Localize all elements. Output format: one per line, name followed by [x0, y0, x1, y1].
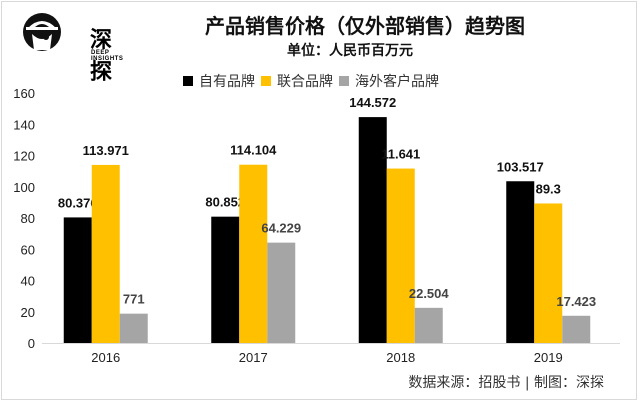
data-label: 113.971	[83, 143, 129, 158]
legend-swatch-co-brand	[261, 76, 271, 86]
data-label: 17.423	[556, 294, 596, 309]
legend-label-overseas-brand: 海外客户品牌	[355, 74, 439, 90]
y-tick-label: 80	[21, 211, 35, 226]
bar-自有品牌-2018	[358, 117, 387, 343]
data-label: 114.104	[230, 143, 277, 158]
y-tick-label: 100	[13, 180, 35, 195]
data-label: 144.572	[349, 95, 396, 110]
bar-自有品牌-2017	[211, 216, 240, 343]
bar-海外客户品牌-2019	[562, 315, 591, 343]
bar-联合品牌-2018	[386, 168, 415, 343]
legend-item-overseas-brand: 海外客户品牌	[339, 71, 439, 91]
y-tick-label: 140	[13, 117, 35, 132]
bar-联合品牌-2016	[91, 164, 120, 343]
legend-label-co-brand: 联合品牌	[277, 74, 333, 90]
legend-swatch-overseas-brand	[339, 76, 349, 86]
data-label: 80.376	[58, 195, 98, 210]
y-tick-label: 40	[21, 274, 35, 289]
data-label: 771	[123, 292, 145, 307]
bar-海外客户品牌-2017	[267, 242, 296, 343]
y-tick-label: 160	[13, 86, 35, 101]
x-tick-label: 2018	[386, 350, 415, 365]
bar-自有品牌-2016	[63, 217, 92, 343]
legend: 自有品牌 联合品牌 海外客户品牌	[183, 71, 445, 91]
bar-海外客户品牌-2016	[119, 313, 148, 343]
chart-subtitle: 单位：人民币百万元	[287, 43, 413, 59]
data-label: 11.641	[381, 147, 420, 162]
logo: 深探 DEEP INSIGHTS	[20, 10, 130, 85]
data-label: 64.229	[261, 221, 301, 236]
data-label: 22.504	[409, 286, 450, 301]
data-label: 80.852	[205, 195, 245, 210]
y-tick-label: 20	[21, 305, 35, 320]
legend-item-own-brand: 自有品牌	[183, 71, 255, 91]
x-tick-label: 2019	[534, 350, 563, 365]
data-source-note: 数据来源：招股书 | 制图：深探	[408, 375, 604, 391]
bar-联合品牌-2019	[534, 203, 563, 343]
bar-联合品牌-2017	[239, 164, 268, 343]
x-tick-label: 2016	[91, 350, 120, 365]
logo-tagline: DEEP INSIGHTS	[91, 50, 124, 62]
bar-自有品牌-2019	[506, 181, 535, 343]
legend-swatch-own-brand	[183, 76, 193, 86]
logo-name: 深探	[90, 28, 114, 85]
bar-海外客户品牌-2018	[414, 307, 443, 343]
legend-item-co-brand: 联合品牌	[261, 71, 333, 91]
y-tick-label: 0	[28, 336, 35, 351]
chart-title: 产品销售价格（仅外部销售）趋势图	[205, 14, 525, 38]
y-tick-label: 120	[13, 149, 35, 164]
data-label: 103.517	[497, 159, 544, 174]
y-tick-label: 60	[21, 242, 35, 257]
legend-label-own-brand: 自有品牌	[199, 74, 255, 90]
x-tick-label: 2017	[239, 350, 268, 365]
data-label: 89.3	[536, 181, 561, 196]
detective-logo-icon	[23, 13, 61, 51]
